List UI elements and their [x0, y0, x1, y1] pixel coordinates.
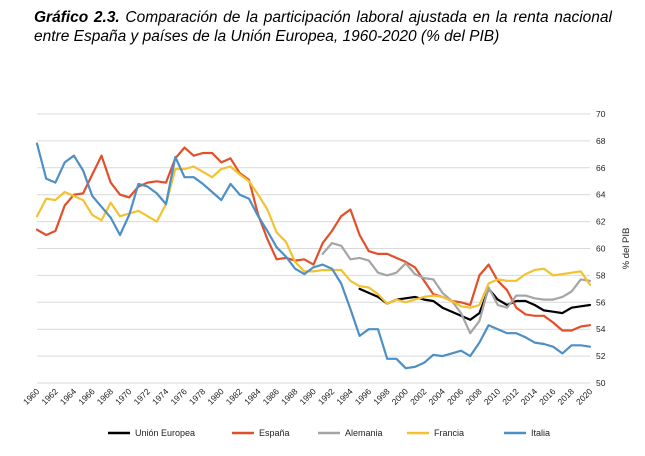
x-tick-label: 1986	[261, 386, 282, 407]
x-tick-label: 1984	[242, 386, 263, 407]
x-tick-label: 1970	[113, 386, 134, 407]
x-tick-label: 1968	[95, 386, 116, 407]
y-axis-title: % del PIB	[621, 228, 632, 270]
y-tick-label: 50	[596, 378, 606, 388]
x-tick-label: 2020	[574, 386, 595, 407]
y-axis-ticks: 50 52 54 56 58 60 62 64 66 68 70	[596, 109, 606, 388]
y-tick-label: 68	[596, 136, 606, 146]
x-tick-label: 1988	[279, 386, 300, 407]
y-tick-label: 56	[596, 297, 606, 307]
figure-title: Gráfico 2.3. Comparación de la participa…	[34, 8, 612, 46]
x-tick-label: 1998	[371, 386, 392, 407]
x-tick-label: 2016	[537, 386, 558, 407]
x-tick-label: 2004	[426, 386, 447, 407]
y-tick-label: 70	[596, 109, 606, 119]
legend-label: Unión Europea	[135, 428, 195, 438]
x-tick-label: 2000	[390, 386, 411, 407]
figure-caption: Comparación de la participación laboral …	[34, 9, 612, 45]
x-tick-label: 1982	[224, 386, 245, 407]
x-axis-ticks: 1960196219641966196819701972197419761978…	[21, 386, 595, 407]
series-line-3	[321, 242, 592, 335]
figure-number: Gráfico 2.3.	[34, 9, 120, 26]
x-tick-label: 1974	[150, 386, 171, 407]
y-tick-label: 52	[596, 351, 606, 361]
x-tick-label: 2010	[482, 386, 503, 407]
y-tick-label: 62	[596, 217, 606, 227]
x-tick-label: 1994	[334, 386, 355, 407]
x-tick-label: 1960	[21, 386, 42, 407]
x-tick-label: 2014	[519, 386, 540, 407]
x-tick-label: 1996	[353, 386, 374, 407]
y-tick-label: 64	[596, 190, 606, 200]
x-tick-label: 2008	[463, 386, 484, 407]
y-tick-label: 66	[596, 163, 606, 173]
y-tick-label: 60	[596, 244, 606, 254]
legend: Unión Europea España Alemania Francia Italia	[108, 428, 550, 438]
x-tick-label: 1962	[39, 386, 60, 407]
gridlines	[37, 113, 590, 384]
series-line-4	[35, 165, 592, 309]
legend-label: Francia	[434, 428, 464, 438]
legend-label: Alemania	[345, 428, 383, 438]
x-tick-label: 2012	[500, 386, 521, 407]
x-tick-label: 1978	[187, 386, 208, 407]
x-tick-label: 1980	[205, 386, 226, 407]
x-tick-label: 1966	[76, 386, 97, 407]
x-tick-label: 2002	[408, 386, 429, 407]
x-tick-label: 2018	[556, 386, 577, 407]
series-line-5	[35, 142, 592, 370]
x-tick-label: 1992	[316, 386, 337, 407]
legend-label: Italia	[531, 428, 550, 438]
y-tick-label: 54	[596, 324, 606, 334]
x-tick-label: 1964	[58, 386, 79, 407]
series-line-2	[35, 146, 592, 332]
series-lines	[35, 142, 592, 370]
legend-label: España	[259, 428, 290, 438]
x-tick-label: 2006	[445, 386, 466, 407]
x-tick-label: 1972	[132, 386, 153, 407]
x-tick-label: 1976	[168, 386, 189, 407]
x-tick-label: 1990	[297, 386, 318, 407]
y-tick-label: 58	[596, 270, 606, 280]
